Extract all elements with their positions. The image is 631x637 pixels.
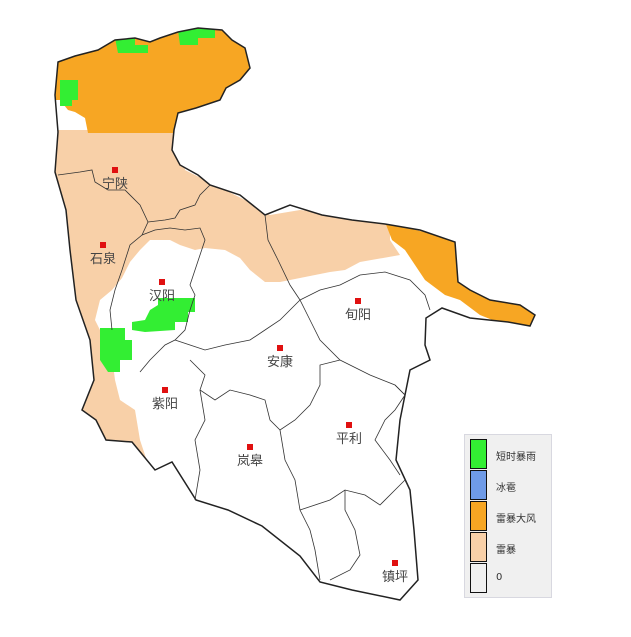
city-label: 镇坪 xyxy=(382,570,408,585)
city-marker xyxy=(346,422,352,428)
region-short-heavy-rain-2 xyxy=(178,28,215,45)
legend-swatch xyxy=(470,532,487,562)
region-short-heavy-rain-5 xyxy=(100,328,132,372)
city-label: 岚皋 xyxy=(237,454,263,469)
city-marker xyxy=(392,560,398,566)
city-marker xyxy=(355,298,361,304)
county-boundary xyxy=(194,389,206,501)
region-outer-boundary xyxy=(54,27,536,601)
city-marker xyxy=(100,242,106,248)
county-boundary xyxy=(299,271,431,311)
city-label: 石泉 xyxy=(90,251,116,267)
city-label: 宁陕 xyxy=(102,176,128,192)
county-boundary xyxy=(189,359,341,431)
county-boundary xyxy=(139,227,206,373)
region-short-heavy-rain-1 xyxy=(115,38,148,53)
city-label: 汉阳 xyxy=(149,289,175,304)
legend-item-short-heavy-rain: 短时暴雨 xyxy=(470,439,550,469)
legend-swatch xyxy=(470,563,487,593)
city-marker xyxy=(247,444,253,450)
legend-item-thunderstorm-gale: 雷暴大风 xyxy=(470,501,550,531)
region-thunderstorm xyxy=(55,130,400,470)
city-marker xyxy=(277,345,283,351)
county-boundary xyxy=(329,490,361,581)
county-boundary xyxy=(264,214,406,396)
county-boundary xyxy=(57,169,149,331)
legend-label: 短时暴雨 xyxy=(496,452,536,463)
legend-item-thunderstorm: 雷暴 xyxy=(470,532,550,562)
city-label: 旬阳 xyxy=(345,308,371,323)
county-boundaries xyxy=(57,169,431,581)
legend-label: 0 xyxy=(496,572,503,583)
legend-swatch xyxy=(470,470,487,500)
city-label: 安康 xyxy=(267,354,293,370)
city-marker xyxy=(159,279,165,285)
county-boundary xyxy=(174,299,301,351)
region-short-heavy-rain-3 xyxy=(60,80,78,106)
region-thunderstorm-gale-east xyxy=(385,222,535,330)
legend-item-hail: 冰雹 xyxy=(470,470,550,500)
legend-label: 冰雹 xyxy=(496,483,516,494)
city-marker xyxy=(112,167,118,173)
county-boundary xyxy=(299,479,411,511)
legend-swatch xyxy=(470,439,487,469)
legend-item-none: 0 xyxy=(470,563,550,593)
region-short-heavy-rain-4 xyxy=(132,298,195,332)
county-boundary xyxy=(147,184,211,223)
city-label: 平利 xyxy=(336,432,362,447)
city-marker xyxy=(162,387,168,393)
legend-swatch xyxy=(470,501,487,531)
legend: 短时暴雨 冰雹 雷暴大风 雷暴 0 xyxy=(464,434,552,598)
legend-label: 雷暴 xyxy=(496,545,516,556)
county-boundary xyxy=(374,384,406,476)
legend-label: 雷暴大风 xyxy=(496,514,536,525)
city-label: 紫阳 xyxy=(152,397,178,412)
